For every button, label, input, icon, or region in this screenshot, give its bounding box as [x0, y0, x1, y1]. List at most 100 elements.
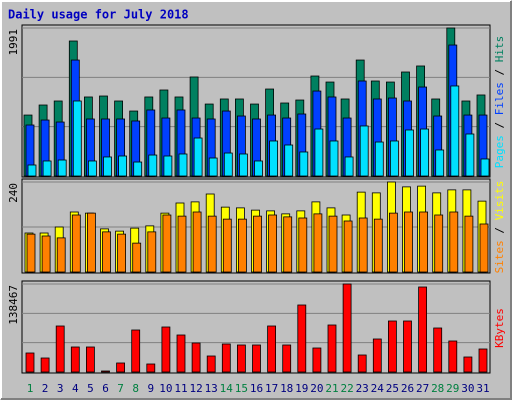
bar — [404, 211, 413, 273]
legend-separator: / — [493, 220, 506, 240]
bar — [342, 283, 352, 373]
bar — [343, 220, 353, 273]
bar — [132, 242, 142, 273]
x-tick-label: 14 — [220, 382, 234, 395]
bar — [161, 326, 171, 373]
legend-entry: Hits — [493, 36, 506, 63]
bar — [102, 231, 111, 273]
chart-title: Daily usage for July 2018 — [8, 8, 189, 22]
x-tick-label: 17 — [265, 382, 278, 395]
bar — [435, 149, 445, 177]
bar — [254, 160, 263, 177]
bar — [299, 151, 309, 177]
bar — [42, 160, 52, 177]
x-tick-label: 25 — [386, 382, 399, 395]
bar — [223, 152, 233, 177]
bar — [147, 231, 157, 273]
bar — [463, 356, 473, 373]
bar — [312, 347, 322, 373]
bar — [41, 235, 51, 273]
x-tick-label: 5 — [87, 382, 94, 395]
bar — [284, 144, 294, 177]
y-tick-label: 1991 — [7, 29, 20, 56]
x-tick-label: 1 — [27, 382, 34, 395]
bar — [163, 155, 173, 177]
bar — [464, 215, 474, 273]
bar — [101, 370, 110, 373]
x-tick-label: 16 — [250, 382, 263, 395]
bar — [103, 156, 112, 177]
bar — [420, 128, 430, 177]
legend: Pages / Files / Hits — [493, 36, 506, 169]
bar — [372, 338, 382, 373]
x-tick-label: 29 — [446, 382, 459, 395]
x-tick-label: 22 — [340, 382, 353, 395]
x-tick-label: 24 — [371, 382, 385, 395]
bar — [268, 214, 278, 273]
bar — [86, 346, 95, 373]
bar — [88, 160, 97, 177]
x-tick-label: 10 — [159, 382, 172, 395]
x-tick-label: 18 — [280, 382, 293, 395]
x-tick-label: 12 — [189, 382, 202, 395]
bar — [478, 348, 488, 373]
bar — [252, 344, 261, 373]
bar — [434, 214, 444, 273]
bar — [479, 223, 489, 273]
x-tick-label: 31 — [476, 382, 489, 395]
bar — [57, 159, 67, 177]
x-tick-label: 30 — [461, 382, 474, 395]
legend: Sites / Visits — [493, 181, 506, 274]
bar — [374, 141, 384, 177]
bar — [267, 325, 277, 373]
bar — [327, 324, 337, 373]
bar — [131, 329, 141, 373]
bar — [480, 158, 490, 177]
bar — [344, 156, 354, 177]
legend-entry: Pages — [493, 135, 506, 168]
bar — [419, 211, 429, 273]
bar — [191, 342, 201, 373]
x-tick-label: 6 — [102, 382, 109, 395]
bar — [450, 85, 460, 177]
bar — [313, 213, 323, 273]
bar — [449, 211, 459, 273]
bar — [357, 354, 367, 373]
bar — [236, 344, 246, 373]
legend-entry: KBytes — [493, 308, 506, 348]
bar — [117, 233, 126, 273]
bar — [237, 218, 247, 273]
legend-entry: Visits — [493, 181, 506, 221]
bar — [177, 215, 187, 273]
x-tick-label: 26 — [401, 382, 414, 395]
bar — [118, 155, 127, 177]
bar — [329, 140, 339, 177]
x-tick-label: 7 — [117, 382, 124, 395]
bar — [373, 218, 383, 273]
bar — [221, 343, 231, 373]
bar — [27, 164, 37, 177]
bar — [40, 357, 50, 373]
bar — [359, 125, 369, 177]
legend-entry: Sites — [493, 240, 506, 273]
bar — [193, 137, 203, 177]
bar — [448, 340, 458, 373]
bar — [298, 217, 308, 273]
bar — [328, 215, 338, 273]
bar — [206, 355, 216, 373]
bar — [388, 212, 398, 273]
x-tick-label: 21 — [325, 382, 338, 395]
x-tick-label: 8 — [132, 382, 139, 395]
x-tick-label: 19 — [295, 382, 308, 395]
x-tick-label: 20 — [310, 382, 323, 395]
x-tick-label: 15 — [235, 382, 248, 395]
x-tick-label: 11 — [174, 382, 187, 395]
bar — [70, 346, 80, 373]
bar — [133, 161, 143, 177]
x-tick-label: 27 — [416, 382, 429, 395]
bar — [26, 233, 36, 273]
bar — [72, 100, 82, 177]
